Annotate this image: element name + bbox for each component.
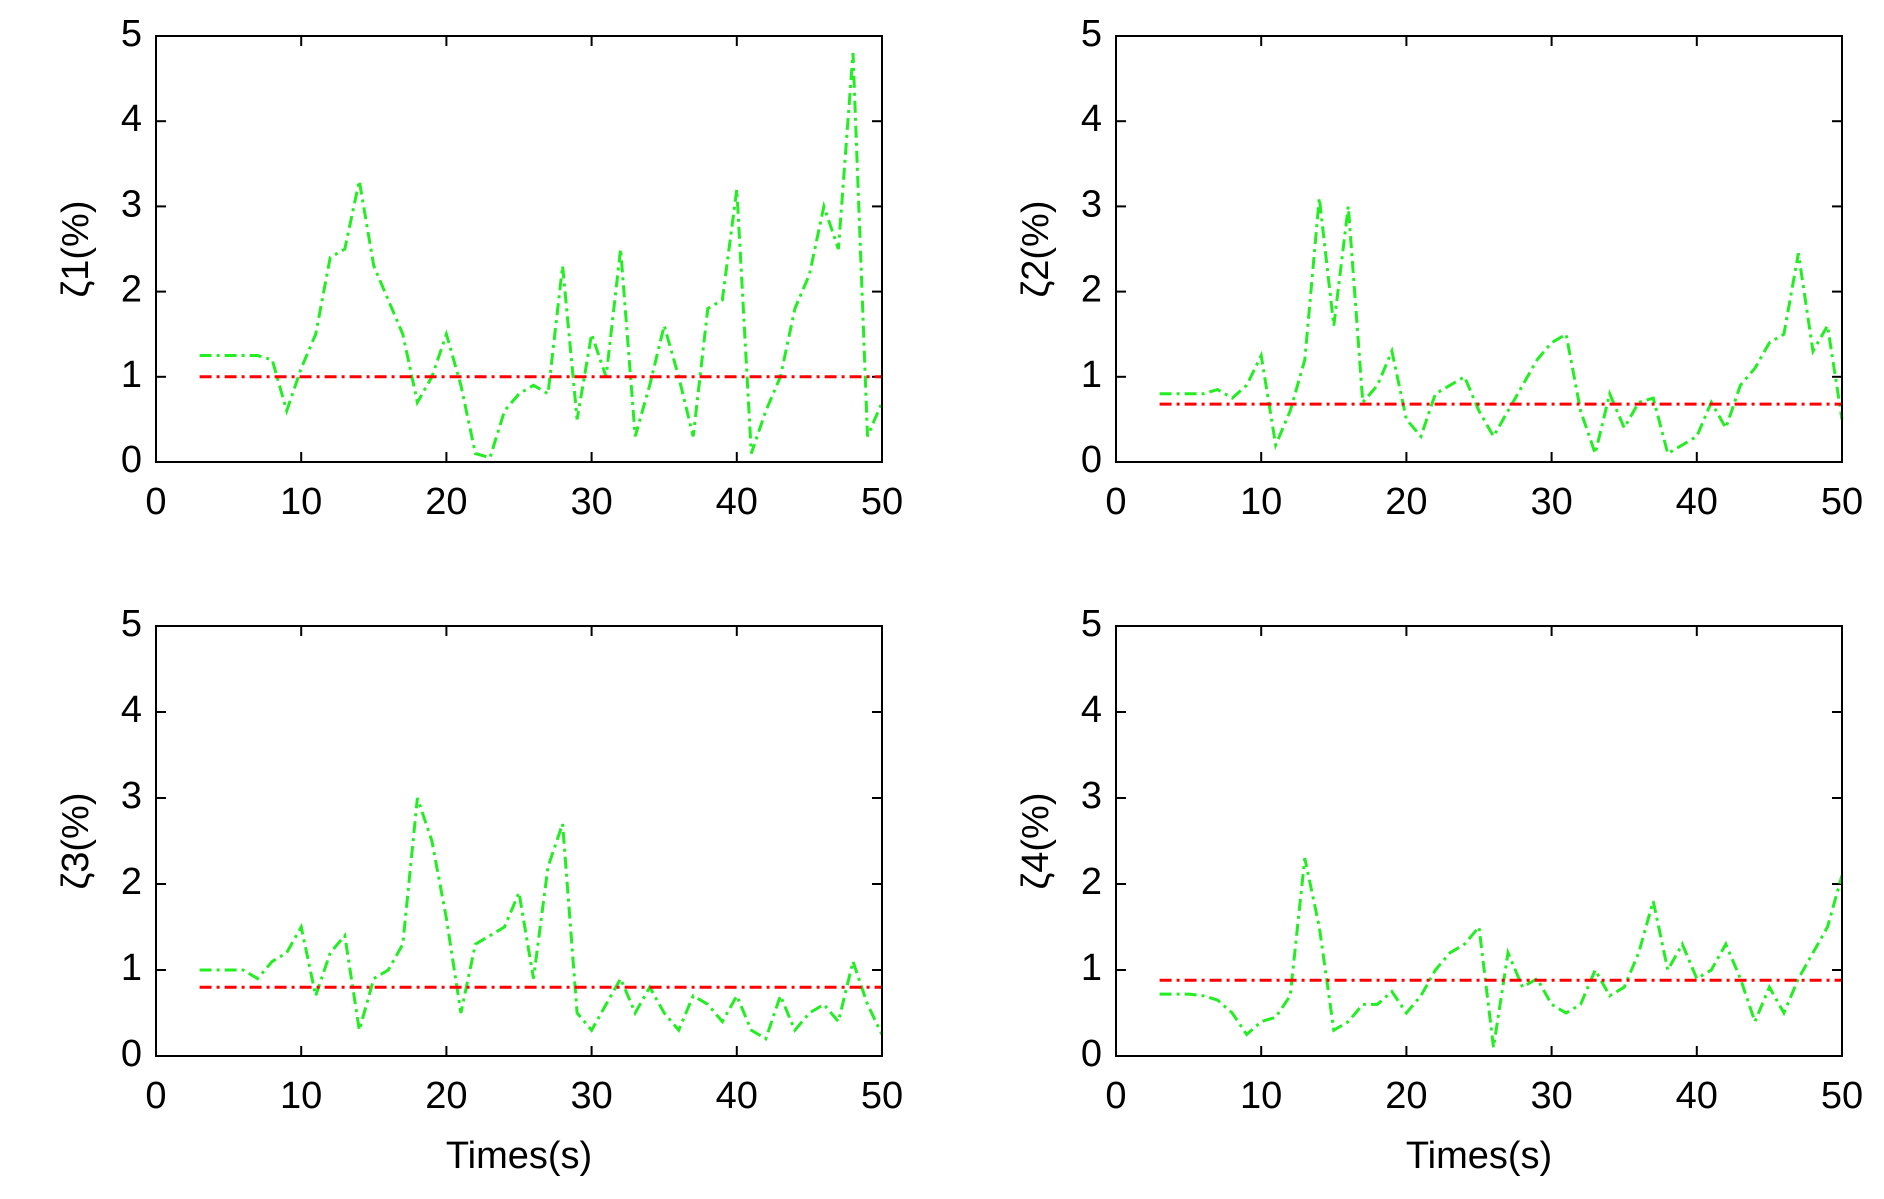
y-tick-label: 5 — [121, 13, 142, 55]
x-tick-label: 20 — [425, 1075, 467, 1117]
y-tick-label: 3 — [121, 183, 142, 225]
x-tick-label: 30 — [570, 481, 612, 523]
x-tick-label: 50 — [1821, 481, 1863, 523]
y-tick-label: 1 — [121, 947, 142, 989]
plot-frame — [1115, 35, 1843, 463]
y-axis-label: ζ3(%) — [55, 793, 97, 890]
data-line — [1159, 857, 1844, 1048]
y-tick-label: 4 — [1081, 98, 1102, 140]
y-tick-label: 2 — [121, 861, 142, 903]
y-tick-label: 2 — [121, 269, 142, 311]
x-tick-label: 30 — [1530, 481, 1572, 523]
y-tick-label: 4 — [121, 689, 142, 731]
y-tick-label: 4 — [121, 98, 142, 140]
y-tick-label: 4 — [1081, 689, 1102, 731]
y-tick-label: 2 — [1081, 269, 1102, 311]
y-axis-label: ζ2(%) — [1015, 201, 1057, 298]
x-tick-label: 0 — [145, 1075, 166, 1117]
x-tick-label: 30 — [1530, 1075, 1572, 1117]
x-tick-label: 10 — [1240, 1075, 1282, 1117]
x-tick-label: 40 — [716, 481, 758, 523]
y-tick-label: 5 — [121, 603, 142, 645]
x-axis-label: Times(s) — [446, 1135, 592, 1177]
y-tick-label: 0 — [1081, 1033, 1102, 1075]
data-line — [1159, 197, 1844, 459]
x-tick-label: 10 — [280, 1075, 322, 1117]
y-tick-label: 0 — [121, 1033, 142, 1075]
x-tick-label: 40 — [1676, 481, 1718, 523]
x-axis-label: Times(s) — [1406, 1135, 1552, 1177]
x-tick-label: 30 — [570, 1075, 612, 1117]
y-tick-label: 0 — [121, 439, 142, 481]
x-tick-label: 40 — [716, 1075, 758, 1117]
x-tick-label: 50 — [861, 481, 903, 523]
x-tick-label: 10 — [280, 481, 322, 523]
y-tick-label: 1 — [1081, 947, 1102, 989]
plot-frame — [1115, 625, 1843, 1057]
y-tick-label: 3 — [1081, 775, 1102, 817]
y-tick-label: 3 — [1081, 183, 1102, 225]
y-tick-label: 3 — [121, 775, 142, 817]
y-tick-label: 5 — [1081, 603, 1102, 645]
y-tick-label: 2 — [1081, 861, 1102, 903]
x-tick-label: 20 — [1385, 1075, 1427, 1117]
y-tick-label: 5 — [1081, 13, 1102, 55]
x-tick-label: 50 — [1821, 1075, 1863, 1117]
x-tick-label: 0 — [145, 481, 166, 523]
y-tick-label: 1 — [1081, 354, 1102, 396]
data-line — [199, 797, 884, 1042]
x-tick-label: 0 — [1105, 481, 1126, 523]
x-tick-label: 0 — [1105, 1075, 1126, 1117]
data-line — [199, 52, 884, 460]
x-tick-label: 20 — [425, 481, 467, 523]
plot-frame — [155, 625, 883, 1057]
x-tick-label: 20 — [1385, 481, 1427, 523]
y-axis-label: ζ4(%) — [1015, 793, 1057, 890]
y-axis-label: ζ1(%) — [55, 201, 97, 298]
x-tick-label: 10 — [1240, 481, 1282, 523]
x-tick-label: 40 — [1676, 1075, 1718, 1117]
x-tick-label: 50 — [861, 1075, 903, 1117]
y-tick-label: 0 — [1081, 439, 1102, 481]
y-tick-label: 1 — [121, 354, 142, 396]
plot-frame — [155, 35, 883, 463]
